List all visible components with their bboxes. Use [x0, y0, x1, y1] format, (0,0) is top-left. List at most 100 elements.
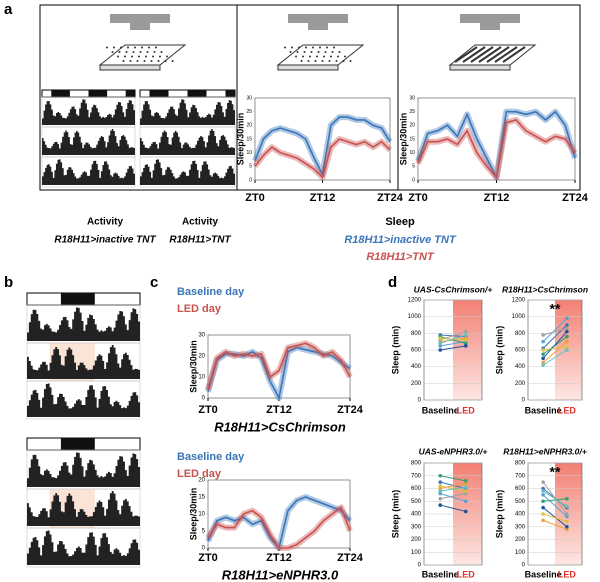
pair-line — [542, 327, 568, 336]
y-tick-label: 500 — [515, 499, 526, 505]
data-point — [463, 481, 468, 486]
legend-entry: R18H11>TNT — [366, 251, 435, 263]
plate-hole — [335, 60, 338, 62]
y-tick-label: 15 — [409, 136, 415, 142]
pair-line — [440, 345, 466, 351]
y-tick-label: 300 — [515, 524, 526, 530]
plate-side — [99, 64, 161, 71]
data-point — [541, 505, 545, 510]
series-line — [207, 342, 351, 390]
plate-hole — [111, 51, 114, 53]
data-point — [438, 489, 443, 493]
pair-line — [440, 493, 466, 500]
y-tick-label: 25 — [246, 109, 252, 115]
pair-line — [542, 494, 568, 517]
data-point — [463, 491, 468, 496]
y-tick-label: 20 — [198, 478, 205, 484]
significance: ** — [550, 301, 561, 317]
light-source — [110, 14, 170, 23]
actogram-row — [41, 156, 136, 188]
plate-hole — [323, 55, 325, 58]
plate-hole — [331, 51, 334, 53]
plate-hole — [113, 46, 115, 49]
y-tick-label: 800 — [411, 331, 422, 337]
pair-line — [440, 485, 466, 492]
data-point — [541, 339, 545, 344]
data-point — [541, 333, 545, 337]
actogram-trace — [140, 99, 235, 125]
plate-hole — [295, 55, 297, 58]
y-tick-label: 5 — [202, 529, 206, 535]
y-tick-label: 20 — [246, 123, 252, 129]
plate-hole — [344, 55, 346, 58]
plate-hole — [321, 60, 324, 62]
light-stem — [308, 23, 328, 30]
plate-hole — [157, 60, 160, 62]
y-axis-label: Sleep (min) — [494, 490, 504, 539]
plate-hole — [309, 55, 311, 58]
y-axis-label: Sleep/30min — [398, 113, 408, 166]
chart-title: R18H11>eNPHR3.0/+ — [503, 446, 587, 456]
plate-hole — [310, 51, 313, 53]
plate-hole — [139, 51, 142, 53]
y-tick-label: 0 — [418, 563, 422, 569]
chart-title: UAS-eNPHR3.0/+ — [419, 446, 488, 456]
plate-hole — [171, 60, 174, 62]
plate-stripe — [454, 46, 478, 63]
dark-phase — [225, 90, 235, 97]
plate-hole — [166, 55, 168, 58]
pair-line — [542, 341, 568, 363]
plate-hole — [125, 51, 128, 53]
panel-label: a — [4, 1, 13, 18]
data-point — [565, 519, 569, 524]
x-category-label: LED — [457, 569, 476, 579]
data-point — [541, 486, 545, 491]
y-axis-label: Sleep/30min — [188, 340, 198, 393]
y-tick-label: 1000 — [512, 314, 526, 320]
data-point — [541, 363, 545, 367]
actogram-row — [26, 527, 141, 568]
plate-hole — [124, 55, 126, 58]
data-point — [565, 348, 569, 352]
y-tick-label: 30 — [246, 95, 252, 101]
legend-entry: Baseline day — [177, 451, 245, 463]
plate-hole — [136, 60, 139, 62]
light-source — [460, 14, 520, 23]
actogram-trace — [27, 383, 140, 417]
plate-hole — [317, 51, 320, 53]
y-tick-label: 1000 — [408, 314, 422, 320]
chart-title: UAS-CsChrimson/+ — [414, 284, 493, 294]
frame — [397, 4, 581, 191]
plate-hole — [134, 46, 136, 49]
actogram-trace — [27, 452, 140, 487]
plate-hole — [145, 55, 147, 58]
plate-hole — [155, 46, 157, 49]
plate-hole — [303, 51, 306, 53]
legend-entry: R18H11>inactive TNT — [344, 234, 457, 246]
y-tick-label: 200 — [411, 537, 422, 543]
y-tick-label: 400 — [515, 364, 526, 370]
y-tick-label: 20 — [409, 123, 415, 129]
x-tick-label: ZT0 — [198, 552, 218, 564]
y-tick-label: 100 — [411, 550, 422, 556]
plate-hole — [127, 46, 129, 49]
data-point — [565, 323, 569, 327]
y-tick-label: 600 — [411, 348, 422, 354]
plate-hole — [129, 60, 132, 62]
x-tick-label: ZT24 — [377, 192, 404, 204]
y-tick-label: 0 — [522, 398, 526, 404]
data-point — [565, 512, 569, 516]
data-point — [438, 491, 443, 496]
plate-hole — [319, 46, 321, 49]
data-point — [541, 493, 545, 497]
y-tick-label: 800 — [411, 461, 422, 467]
plate-hole — [143, 60, 146, 62]
data-point — [438, 348, 443, 352]
x-tick-label: ZT0 — [245, 192, 265, 204]
data-point — [463, 509, 468, 514]
actogram-trace — [42, 159, 136, 185]
light-stem — [130, 23, 150, 30]
plate-hole — [338, 51, 341, 53]
y-tick-label: 0 — [202, 396, 206, 402]
plate-hole — [164, 60, 167, 62]
